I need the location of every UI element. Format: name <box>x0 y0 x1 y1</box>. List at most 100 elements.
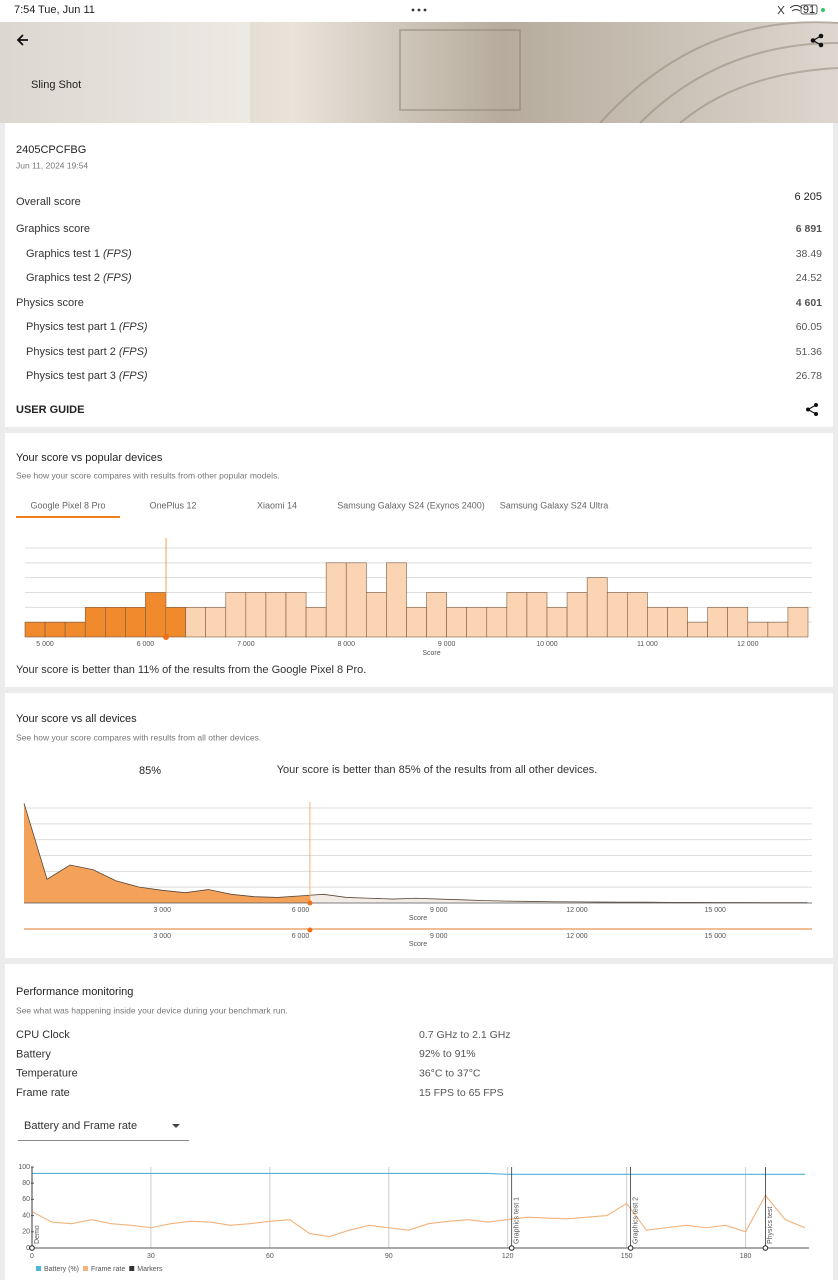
x-tick-label: 9 000 <box>438 641 456 648</box>
row-label: Physics test part 2 (FPS) <box>26 346 148 358</box>
score-dot <box>307 900 313 906</box>
bar <box>285 592 307 638</box>
status-dot <box>821 8 825 12</box>
status-dots <box>411 8 427 12</box>
x-tick-label: 9 000 <box>430 933 448 940</box>
bar <box>165 607 186 638</box>
bar <box>265 592 287 638</box>
marker-label: Physics test <box>767 1207 774 1244</box>
overall-label: Overall score <box>16 196 81 208</box>
unit: (FPS) <box>103 248 132 260</box>
marker-dot <box>508 1245 515 1251</box>
bar <box>687 621 708 638</box>
bar <box>627 592 648 638</box>
label: Physics score <box>16 297 84 309</box>
y-tick-label: 60 <box>22 1196 30 1203</box>
header-overlay <box>0 22 250 123</box>
x-tick-label: 6 000 <box>292 933 310 940</box>
area <box>24 803 808 903</box>
bar <box>185 607 206 638</box>
dropdown-arrow[interactable] <box>172 1124 180 1128</box>
x-tick-label: 3 000 <box>153 907 171 914</box>
all-devices-chart: 3 000 6 000 9 000 12 000 15 000 3 000 6 000 9 0… <box>23 802 812 948</box>
score-dot <box>163 634 170 640</box>
x-tick-label: 12 000 <box>566 933 588 940</box>
result-card <box>5 123 833 427</box>
section-title: Your score vs popular devices <box>16 452 163 464</box>
marker-dot <box>627 1245 634 1251</box>
bar <box>466 607 488 638</box>
bar <box>44 621 66 638</box>
x-axis-label: Score <box>422 650 440 657</box>
share-result[interactable] <box>806 403 818 416</box>
x-tick-label: 60 <box>266 1253 274 1260</box>
bar <box>787 607 809 638</box>
row-value: 38.49 <box>796 248 822 260</box>
tab[interactable]: Google Pixel 8 Pro <box>30 500 105 510</box>
row-label: Frame rate <box>16 1087 70 1099</box>
legend-swatch <box>83 1266 89 1271</box>
battery-level: 91 <box>803 4 815 16</box>
tab-underline <box>16 516 120 518</box>
header-art <box>399 21 838 124</box>
bar <box>767 621 789 638</box>
row-value: 0.7 GHz to 2.1 GHz <box>419 1029 511 1041</box>
bar <box>366 592 387 638</box>
bar <box>245 592 267 638</box>
x-tick-label: 180 <box>740 1253 752 1260</box>
tab[interactable]: Samsung Galaxy S24 Ultra <box>500 500 609 510</box>
device-name: 2405CPCFBG <box>16 144 86 156</box>
unit: (FPS) <box>119 370 148 382</box>
tab[interactable]: OnePlus 12 <box>149 500 196 510</box>
row-value: 6 891 <box>796 223 822 235</box>
section-subtitle: See how your score compares with results… <box>16 732 261 742</box>
dropdown[interactable]: Battery and Frame rate <box>24 1120 137 1132</box>
bar <box>546 607 568 638</box>
label: Physics test part 1 <box>26 321 116 333</box>
row-value: 36°C to 37°C <box>419 1068 481 1080</box>
bar <box>84 607 106 638</box>
all-devices-note: Your score is better than 85% of the res… <box>277 764 598 776</box>
tab[interactable]: Samsung Galaxy S24 (Exynos 2400) <box>337 500 485 510</box>
back-button[interactable] <box>16 34 28 46</box>
bar <box>125 607 146 638</box>
legend-label: Battery (%) <box>44 1266 79 1273</box>
marker-label: Graphics test 1 <box>514 1197 521 1244</box>
marker-label: Graphics test 2 <box>632 1197 639 1244</box>
y-tick-label: 40 <box>22 1212 30 1219</box>
tab[interactable]: Xiaomi 14 <box>257 500 297 510</box>
bar <box>225 592 247 638</box>
bar <box>526 592 548 638</box>
y-tick-label: 0 <box>26 1245 30 1252</box>
x-tick-label: 15 000 <box>705 933 727 940</box>
area-line <box>23 803 808 904</box>
label: Physics test part 3 <box>26 370 116 382</box>
bar <box>205 607 227 638</box>
bar <box>647 607 668 638</box>
row-value: 51.36 <box>796 346 822 358</box>
bar <box>446 607 467 638</box>
status-date: Tue, Jun 11 <box>38 4 95 16</box>
x-tick-label: 120 <box>502 1253 514 1260</box>
marker-label: Demo <box>34 1225 41 1244</box>
bar <box>325 562 347 638</box>
popular-card <box>5 433 833 687</box>
bar <box>667 607 688 638</box>
row-label: Physics test part 1 (FPS) <box>26 321 148 333</box>
percentile: 85% <box>139 765 161 777</box>
status-icons <box>777 5 803 15</box>
user-guide[interactable]: USER GUIDE <box>16 404 84 416</box>
share-button[interactable] <box>810 33 824 48</box>
y-tick-label: 20 <box>22 1229 30 1236</box>
battery-icon <box>800 4 818 15</box>
y-tick-label: 100 <box>18 1164 30 1171</box>
overall-value: 6 205 <box>794 191 822 203</box>
popular-note: Your score is better than 11% of the res… <box>16 664 366 676</box>
popular-chart: Google Pixel 8 Pro OnePlus 12 Xiaomi 14 Sam… <box>24 500 812 657</box>
marker-dot <box>29 1245 35 1251</box>
x-tick-label: 12 000 <box>566 907 588 914</box>
row-value: 92% to 91% <box>419 1048 476 1060</box>
